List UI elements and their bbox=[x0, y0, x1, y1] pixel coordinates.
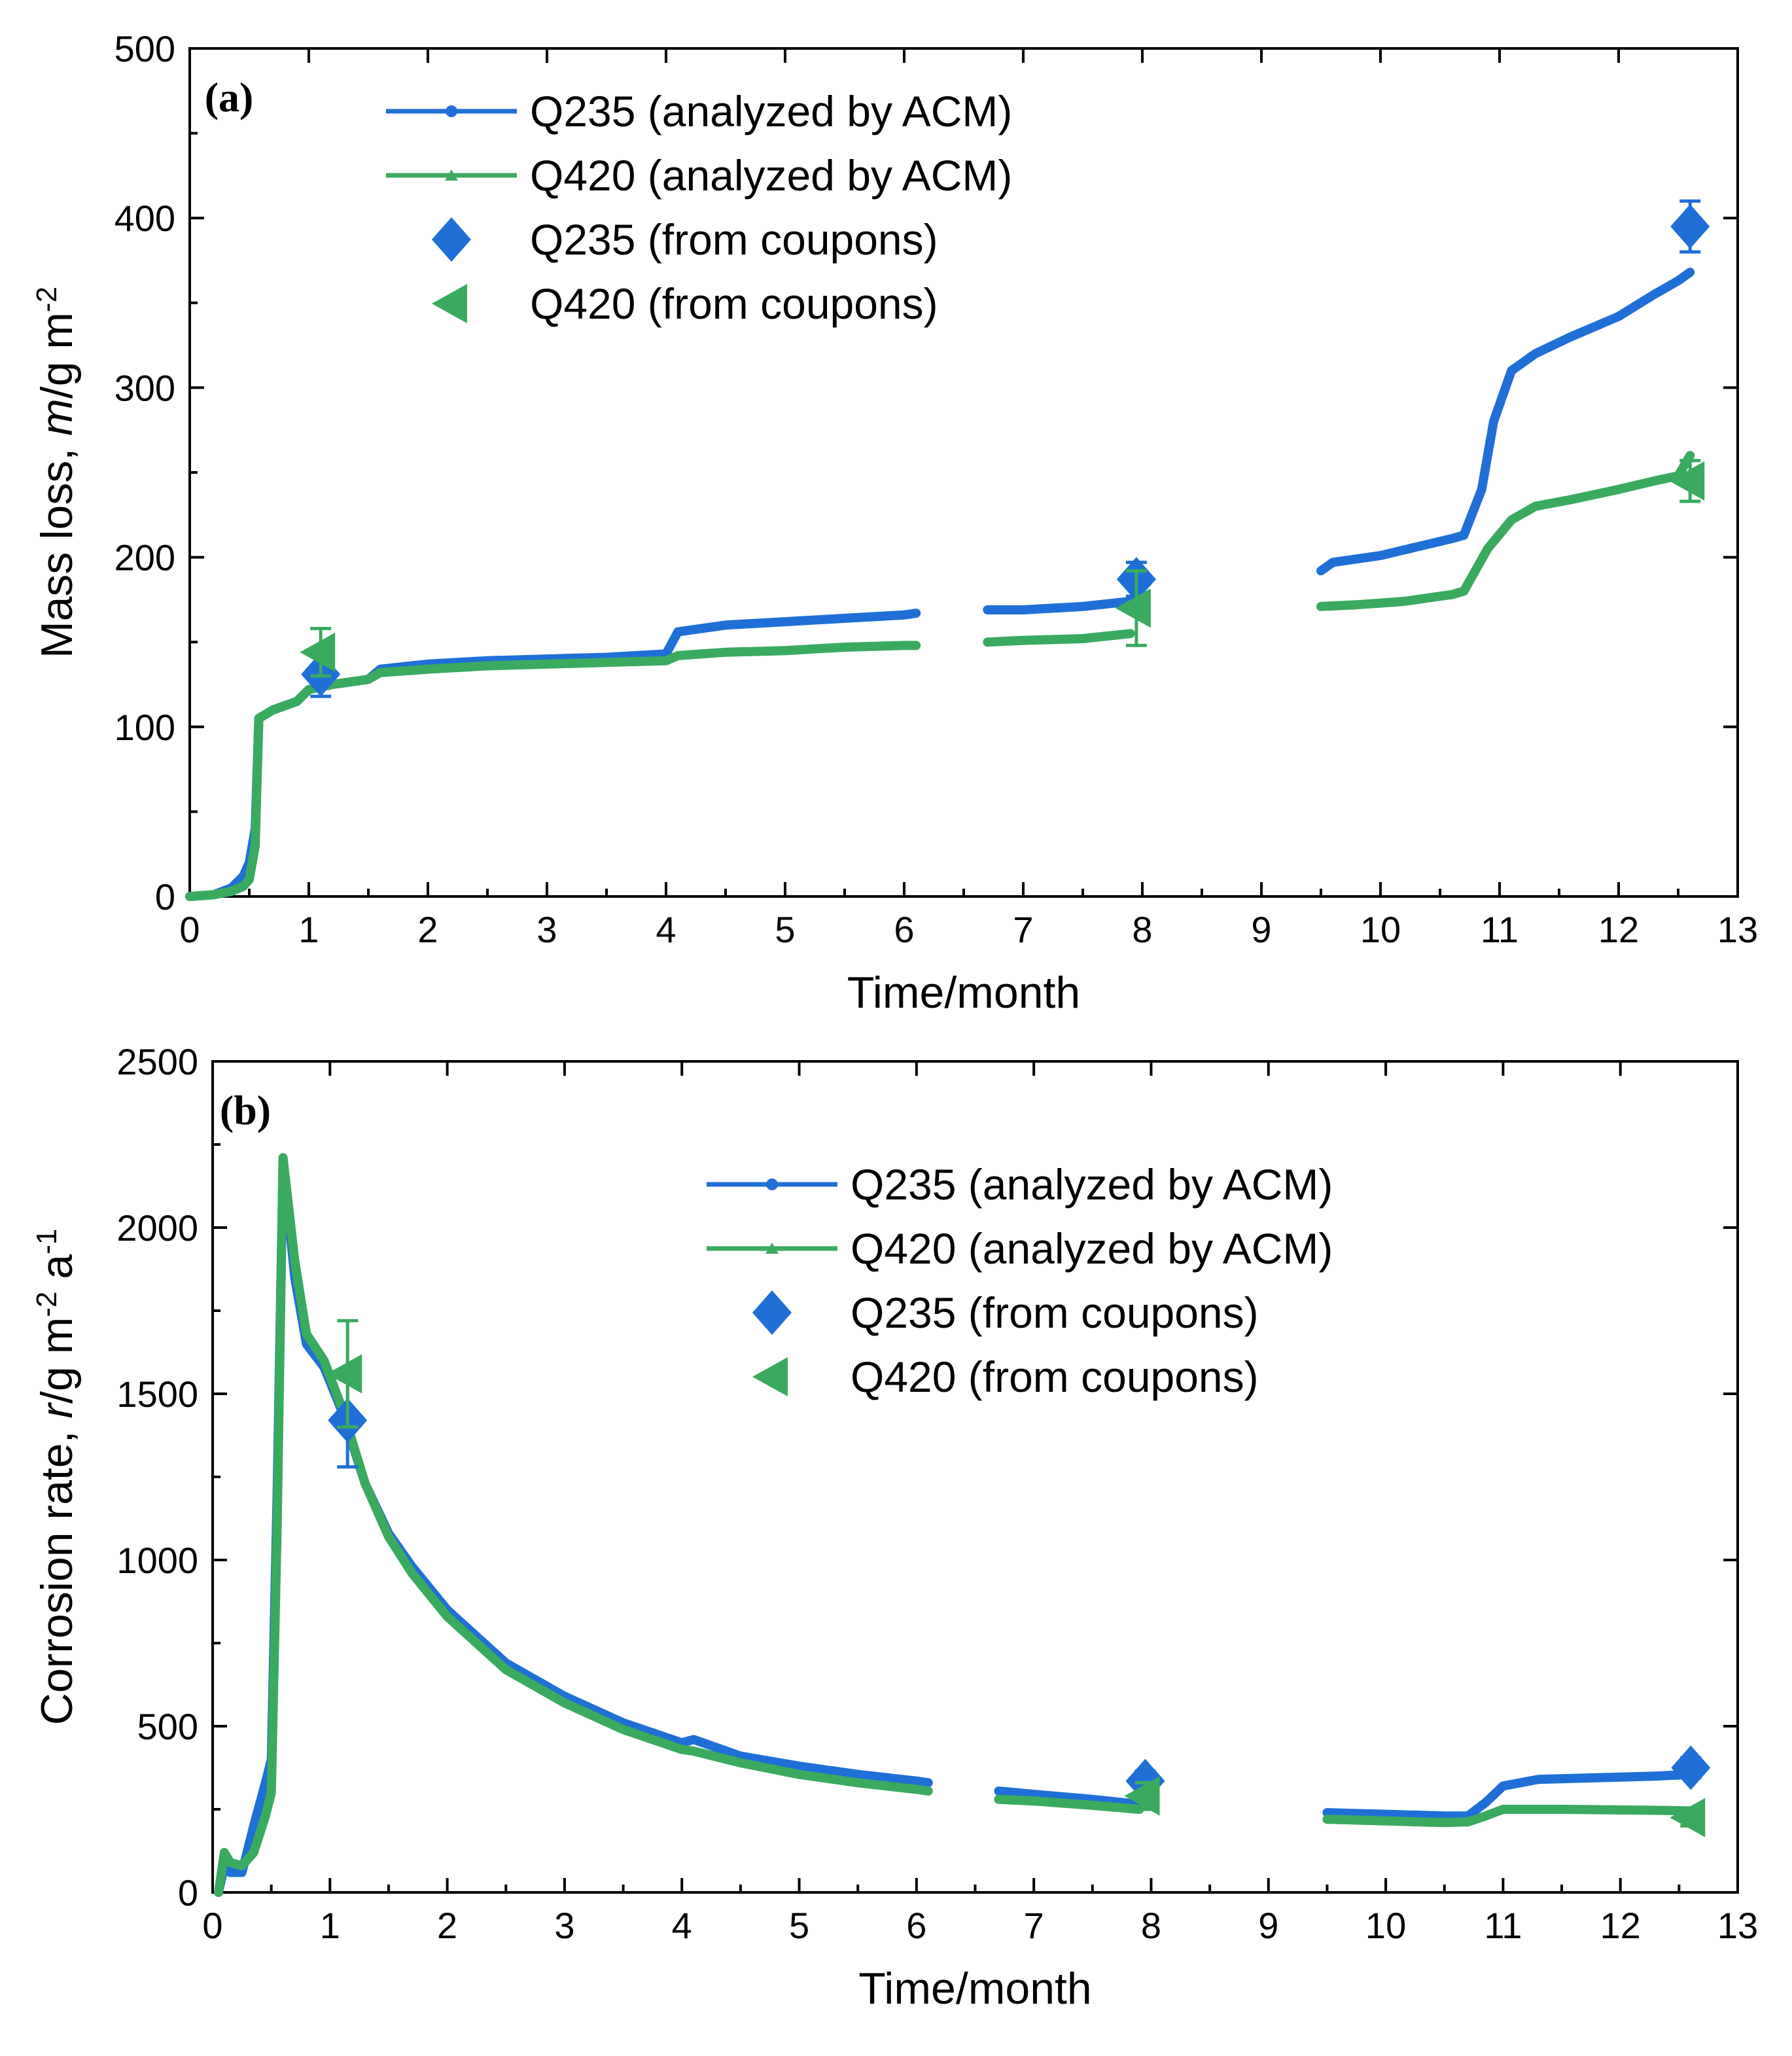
series-line-segment bbox=[1322, 1805, 1696, 1828]
y-tick-label: 2500 bbox=[116, 1041, 198, 1082]
legend-triangle bbox=[765, 1243, 779, 1254]
panel-b: 0 1 2 3 4 5 6 7 8 9 10 11 12 1305001000150020002500Ti… bbox=[31, 1041, 1759, 2013]
panel-a: 0 1 2 3 4 5 6 7 8 9 10 11 12 130100200300400500Time/m… bbox=[31, 28, 1759, 1018]
legend-dot bbox=[766, 1179, 778, 1190]
coupon-marker-q420 bbox=[1115, 588, 1151, 628]
coupon-marker-q420 bbox=[1124, 1776, 1160, 1816]
x-tick-label: 11 bbox=[1481, 909, 1519, 950]
y-tick-label: 1500 bbox=[116, 1374, 198, 1415]
y-tick-label: 0 bbox=[155, 876, 175, 917]
legend-triangle bbox=[445, 169, 458, 181]
series-line-segment bbox=[185, 641, 921, 901]
x-tick-label: 0 bbox=[202, 1905, 222, 1946]
x-tick-label: 7 bbox=[1024, 1905, 1044, 1946]
series-line-segment bbox=[983, 597, 1135, 614]
coupon-marker-q420 bbox=[300, 632, 336, 672]
x-axis-title: Time/month bbox=[847, 968, 1080, 1018]
x-axis-title: Time/month bbox=[858, 1964, 1091, 2013]
coupon-marker-q420 bbox=[1670, 1798, 1706, 1837]
series-line-segment bbox=[214, 1156, 933, 1897]
y-tick-label: 0 bbox=[178, 1872, 198, 1913]
x-tick-label: 2 bbox=[417, 909, 438, 950]
y-tick-label: 1000 bbox=[116, 1540, 198, 1581]
series-q420-acm bbox=[185, 451, 1695, 901]
legend-label: Q235 (from coupons) bbox=[851, 1288, 1259, 1337]
y-axis-title: Corrosion rate, r/g m-2 a-1 bbox=[31, 1229, 82, 1726]
legend-label: Q235 (analyzed by ACM) bbox=[530, 87, 1012, 135]
y-tick-label: 300 bbox=[114, 367, 175, 408]
legend-triangle-left bbox=[432, 284, 467, 323]
x-tick-label: 7 bbox=[1013, 909, 1033, 950]
coupon-marker-q235 bbox=[1671, 1745, 1711, 1790]
y-axis-title: Mass loss, m/g m-2 bbox=[31, 287, 82, 658]
x-tick-label: 0 bbox=[179, 909, 200, 950]
x-tick-label: 13 bbox=[1717, 1905, 1758, 1946]
y-tick-label: 500 bbox=[114, 28, 175, 69]
series-line-segment bbox=[1322, 1769, 1696, 1821]
x-tick-label: 1 bbox=[320, 1905, 340, 1946]
legend: Q235 (analyzed by ACM) Q420 (analyzed by … bbox=[386, 87, 1012, 328]
x-tick-label: 3 bbox=[554, 1905, 574, 1946]
x-tick-label: 10 bbox=[1360, 909, 1401, 950]
x-tick-label: 5 bbox=[789, 1905, 809, 1946]
legend-diamond bbox=[752, 1290, 792, 1335]
series-q420-acm bbox=[214, 1153, 1696, 1897]
legend-triangle-left bbox=[752, 1357, 788, 1396]
coupon-marker-q420 bbox=[1669, 461, 1705, 501]
y-tick-label: 500 bbox=[137, 1706, 198, 1747]
legend-label: Q420 (from coupons) bbox=[851, 1353, 1259, 1401]
legend: Q235 (analyzed by ACM) Q420 (analyzed by … bbox=[707, 1160, 1333, 1401]
x-tick-label: 10 bbox=[1365, 1905, 1406, 1946]
series-line-segment bbox=[214, 1153, 933, 1897]
y-tick-label: 2000 bbox=[116, 1207, 198, 1249]
y-tick-label: 100 bbox=[114, 707, 175, 748]
legend-diamond bbox=[432, 217, 471, 262]
panel-label: (a) bbox=[205, 74, 254, 120]
y-tick-label: 400 bbox=[114, 198, 175, 239]
legend-label: Q420 (from coupons) bbox=[530, 279, 938, 328]
x-tick-label: 4 bbox=[672, 1905, 692, 1946]
x-tick-label: 8 bbox=[1141, 1905, 1161, 1946]
x-tick-label: 4 bbox=[656, 909, 676, 950]
series-line-segment bbox=[185, 609, 921, 901]
x-tick-label: 6 bbox=[894, 909, 914, 950]
series-line-segment bbox=[1316, 451, 1695, 611]
x-tick-label: 5 bbox=[775, 909, 795, 950]
x-tick-label: 12 bbox=[1598, 909, 1639, 950]
coupon-marker-q420 bbox=[326, 1354, 362, 1394]
y-tick-label: 200 bbox=[114, 537, 175, 578]
legend-label: Q420 (analyzed by ACM) bbox=[530, 151, 1012, 200]
series-line-segment bbox=[994, 1794, 1144, 1814]
legend-label: Q235 (analyzed by ACM) bbox=[851, 1160, 1333, 1209]
x-tick-label: 9 bbox=[1251, 909, 1271, 950]
series-line-segment bbox=[994, 1786, 1144, 1809]
legend-dot bbox=[446, 105, 457, 117]
panel-label: (b) bbox=[220, 1087, 271, 1133]
x-tick-label: 8 bbox=[1132, 909, 1152, 950]
coupon-marker-q235 bbox=[1670, 204, 1710, 249]
x-tick-label: 12 bbox=[1600, 1905, 1641, 1946]
x-tick-label: 9 bbox=[1258, 1905, 1278, 1946]
x-tick-label: 13 bbox=[1717, 909, 1758, 950]
x-tick-label: 6 bbox=[906, 1905, 926, 1946]
x-tick-label: 11 bbox=[1484, 1905, 1522, 1946]
legend-label: Q420 (analyzed by ACM) bbox=[851, 1224, 1333, 1273]
legend-label: Q235 (from coupons) bbox=[530, 215, 938, 264]
x-tick-label: 2 bbox=[437, 1905, 457, 1946]
x-tick-label: 3 bbox=[536, 909, 557, 950]
x-tick-label: 1 bbox=[298, 909, 319, 950]
series-line-segment bbox=[983, 629, 1135, 647]
series-line-segment bbox=[1316, 268, 1695, 576]
